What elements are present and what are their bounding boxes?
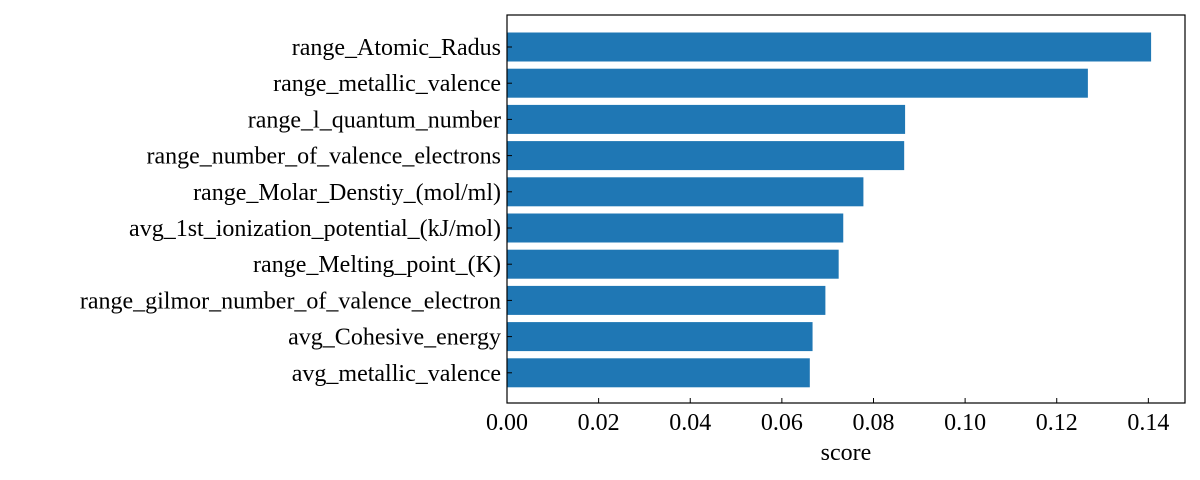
x-axis-ticks: 0.00 0.02 0.04 0.06 0.08 0.10 0.12 0.14 [486,46,1169,436]
bar-9 [507,358,810,388]
bar-3 [507,141,905,171]
category-labels: range_Atomic_Radus range_metallic_valence… [80,35,501,387]
bar-6 [507,249,839,279]
bar-4 [507,177,864,207]
category-label-0: range_Atomic_Radus [292,35,501,61]
x-tick-label-1: 0.02 [578,410,620,436]
category-label-7: range_gilmor_number_of_valence_electron [80,288,501,314]
x-tick-label-0: 0.00 [486,410,528,436]
category-label-6: range_Melting_point_(K) [253,252,501,278]
x-tick-label-2: 0.04 [669,410,711,436]
x-tick-label-6: 0.12 [1036,410,1078,436]
bar-2 [507,104,906,134]
category-label-5: avg_1st_ionization_potential_(kJ/mol) [129,216,501,242]
x-tick-label-4: 0.08 [852,410,894,436]
bar-5 [507,213,844,243]
x-axis-title: score [821,440,872,466]
bars-group [507,32,1152,388]
x-tick-label-3: 0.06 [761,410,803,436]
bar-8 [507,322,813,352]
category-label-1: range_metallic_valence [273,71,501,97]
bar-1 [507,68,1088,98]
category-label-2: range_l_quantum_number [248,107,501,133]
plot-frame [506,14,1186,404]
x-tick-label-7: 0.14 [1127,410,1169,436]
x-tick-label-5: 0.10 [944,410,986,436]
bar-0 [507,32,1152,62]
category-label-8: avg_Cohesive_energy [288,325,501,351]
category-label-3: range_number_of_valence_electrons [146,144,501,170]
category-label-4: range_Molar_Denstiy_(mol/ml) [193,180,501,206]
bar-7 [507,285,826,315]
category-label-9: avg_metallic_valence [292,361,501,387]
